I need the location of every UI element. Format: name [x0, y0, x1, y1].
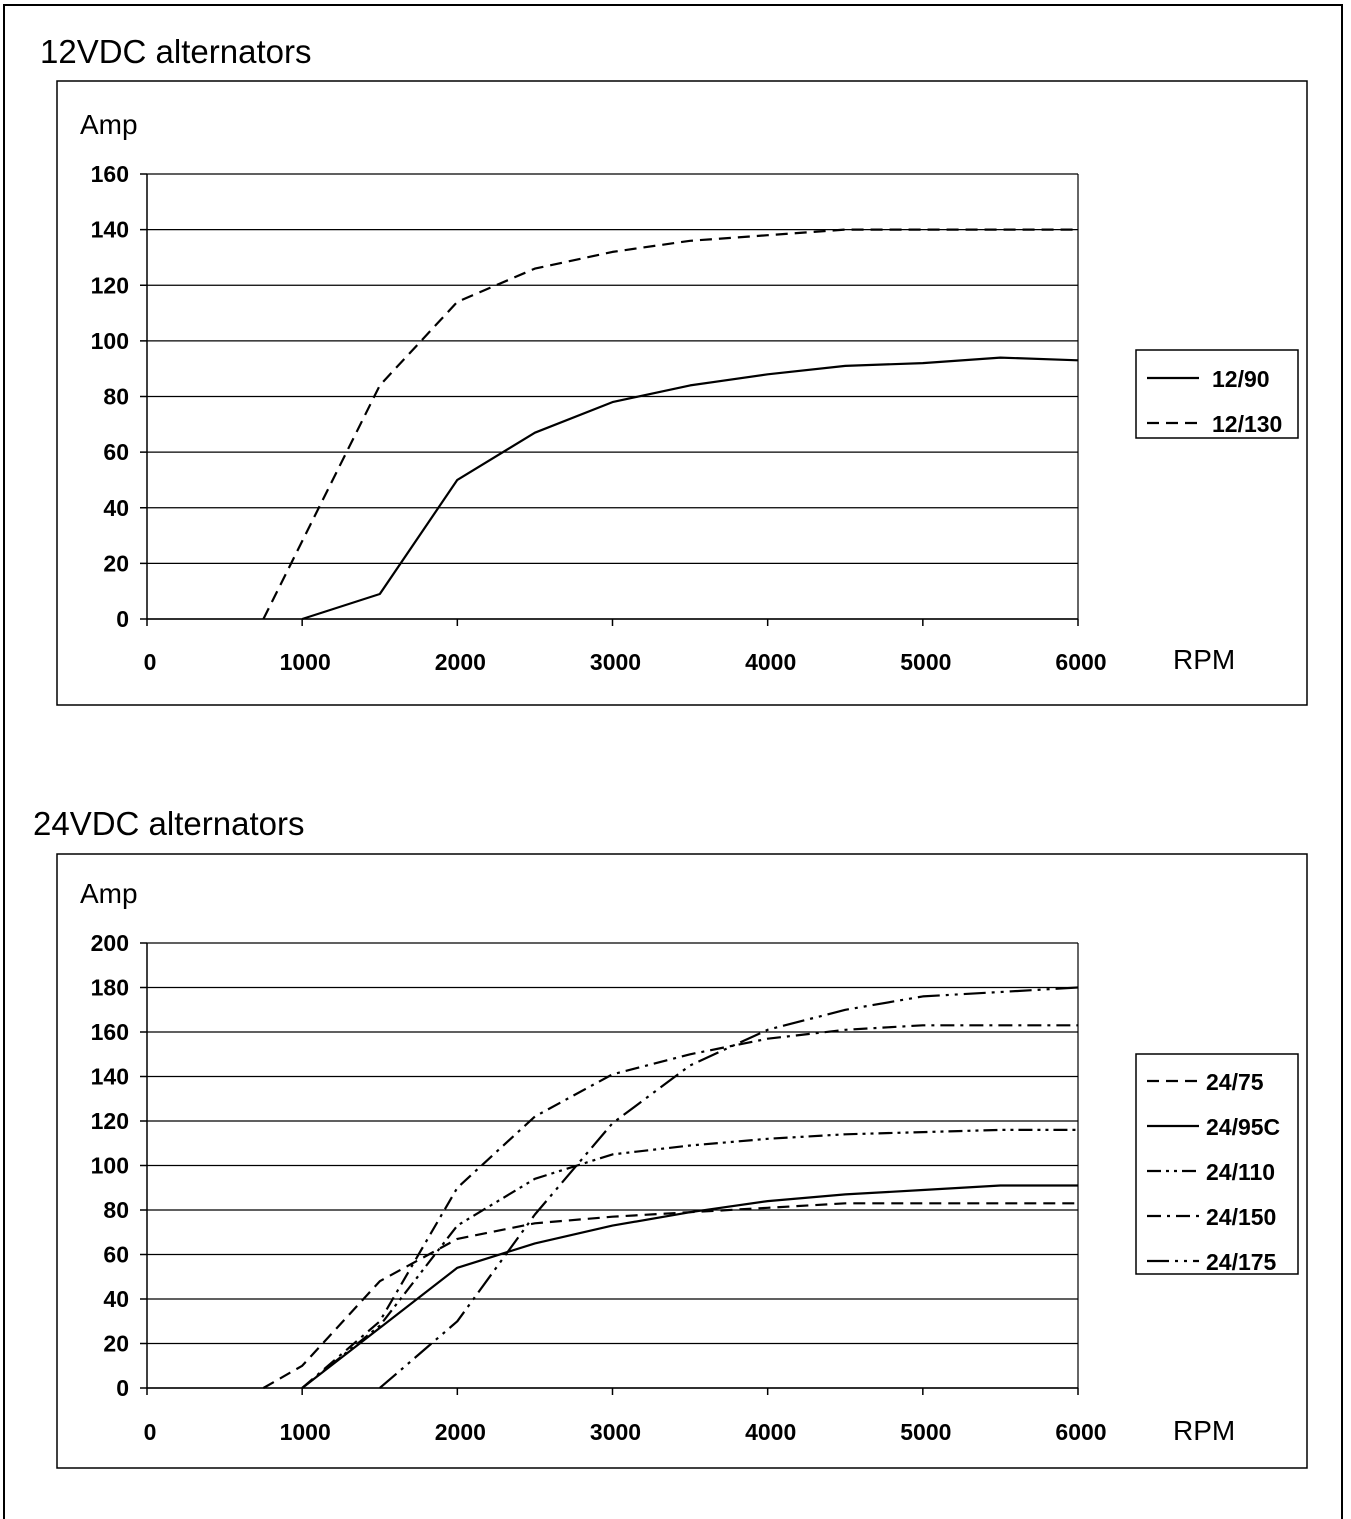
x-tick-label: 6000	[1055, 1419, 1106, 1445]
x-tick-label: 5000	[900, 1419, 951, 1445]
x-tick-label: 0	[144, 1419, 157, 1445]
chart-box	[56, 853, 1308, 1469]
y-tick-label: 60	[103, 439, 129, 465]
x-tick-label: 3000	[590, 649, 641, 675]
y-tick-label: 20	[103, 1331, 129, 1357]
series-line-24-150	[301, 1024, 1078, 1389]
legend-box	[1135, 349, 1299, 439]
y-tick-label: 180	[91, 975, 129, 1001]
y-tick-label: 80	[103, 1197, 129, 1223]
series-line-12-90	[301, 356, 1079, 621]
x-tick-label: 3000	[590, 1419, 641, 1445]
series-line-24-175	[379, 986, 1079, 1389]
y-tick-label: 100	[91, 1153, 129, 1179]
page-frame	[3, 4, 1343, 1519]
chart-24vdc: 24VDC alternators Amp RPM 0 20 40 60 80 100 12…	[33, 805, 1308, 1469]
legend-label: 24/95C	[1206, 1114, 1280, 1140]
x-tick-label: 1000	[280, 1419, 331, 1445]
x-axis-label: RPM	[1173, 644, 1235, 675]
x-tick-label: 0	[144, 649, 157, 675]
x-axis-label: RPM	[1173, 1415, 1235, 1446]
y-tick-label: 160	[91, 161, 129, 187]
y-axis-label: Amp	[80, 878, 138, 909]
legend-label: 12/130	[1212, 411, 1282, 437]
legend-label: 24/110	[1206, 1159, 1275, 1185]
legend-label: 24/175	[1206, 1249, 1277, 1275]
y-tick-label: 120	[91, 272, 129, 298]
chart-box	[56, 80, 1308, 706]
series-line-24-75	[262, 1202, 1078, 1389]
y-tick-label: 140	[91, 217, 129, 243]
y-tick-label: 80	[103, 384, 129, 410]
y-tick-label: 40	[103, 495, 129, 521]
legend-label: 24/75	[1206, 1069, 1264, 1095]
x-tick-label: 1000	[280, 649, 331, 675]
chart-12vdc: 12VDC alternators Amp RPM 0 20 40 60 80 100 12…	[40, 33, 1308, 706]
series-line-24-110	[301, 1128, 1078, 1389]
legend-label: 12/90	[1212, 366, 1270, 392]
y-tick-label: 120	[91, 1108, 129, 1134]
y-tick-label: 0	[116, 1375, 129, 1401]
legend-label: 24/150	[1206, 1204, 1276, 1230]
x-tick-label: 6000	[1055, 649, 1106, 675]
y-axis-label: Amp	[80, 109, 138, 140]
chart-title: 24VDC alternators	[33, 805, 304, 842]
x-tick-label: 2000	[435, 649, 486, 675]
y-tick-label: 40	[103, 1286, 129, 1312]
y-tick-label: 100	[91, 328, 129, 354]
x-tick-label: 2000	[435, 1419, 486, 1445]
legend-box	[1135, 1053, 1299, 1275]
series-line-12-130	[262, 228, 1078, 620]
y-tick-label: 160	[91, 1019, 129, 1045]
x-tick-label: 4000	[745, 649, 796, 675]
y-tick-label: 140	[91, 1064, 129, 1090]
y-tick-label: 20	[103, 550, 129, 576]
x-tick-label: 5000	[900, 649, 951, 675]
x-tick-label: 4000	[745, 1419, 796, 1445]
y-tick-label: 60	[103, 1242, 129, 1268]
y-tick-label: 200	[91, 930, 129, 956]
y-tick-label: 0	[116, 606, 129, 632]
series-line-24-95c	[301, 1184, 1078, 1389]
chart-title: 12VDC alternators	[40, 33, 311, 70]
